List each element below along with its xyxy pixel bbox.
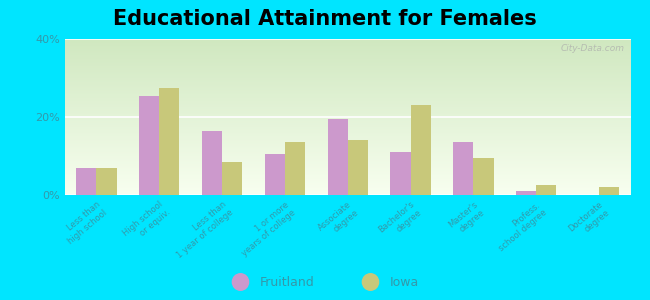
Bar bbox=[536, 185, 556, 195]
Text: Fruitland: Fruitland bbox=[260, 275, 315, 289]
Bar bbox=[202, 130, 222, 195]
Bar bbox=[76, 168, 96, 195]
Bar bbox=[285, 142, 305, 195]
Bar bbox=[516, 191, 536, 195]
Bar bbox=[453, 142, 473, 195]
Text: City-Data.com: City-Data.com bbox=[561, 44, 625, 53]
Bar bbox=[348, 140, 368, 195]
Bar bbox=[96, 168, 116, 195]
Bar bbox=[391, 152, 411, 195]
Bar bbox=[159, 88, 179, 195]
Bar bbox=[222, 162, 242, 195]
Text: Iowa: Iowa bbox=[390, 275, 419, 289]
Text: Educational Attainment for Females: Educational Attainment for Females bbox=[113, 9, 537, 29]
Bar bbox=[265, 154, 285, 195]
Bar bbox=[139, 95, 159, 195]
Bar bbox=[473, 158, 493, 195]
Bar bbox=[411, 105, 431, 195]
Bar bbox=[328, 119, 348, 195]
Bar bbox=[599, 187, 619, 195]
